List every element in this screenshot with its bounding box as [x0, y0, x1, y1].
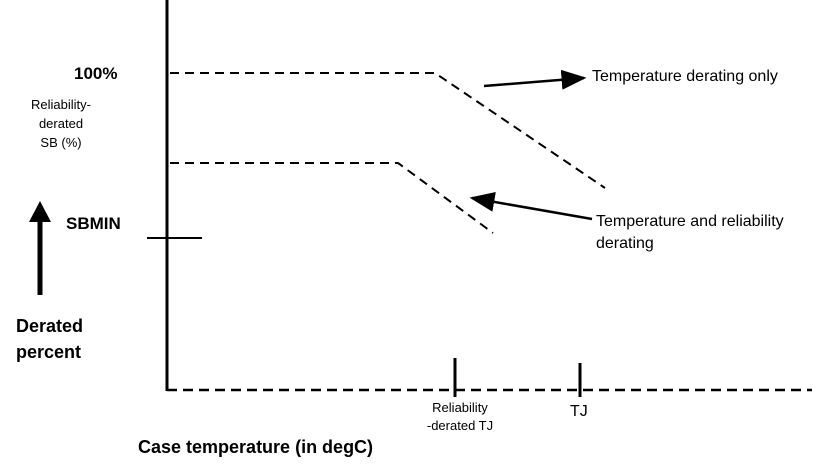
- x-axis-title: Case temperature (in degC): [138, 437, 374, 457]
- derated-percent-label: Derated percent: [16, 313, 83, 365]
- sbmin-label: SBMIN: [66, 214, 121, 233]
- reliability-tj-label-line-2: -derated TJ: [426, 418, 494, 433]
- reliability-tj-label: Reliability -derated TJ: [410, 399, 510, 435]
- temperature-derating-curve: [170, 72, 606, 189]
- temperature-only-callout-arrow: [483, 69, 587, 90]
- derated-percent-line-1: Derated: [16, 316, 84, 336]
- temperature-reliability-callout-label: Temperature and reliability derating: [596, 211, 784, 255]
- top-percent-label: 100%: [74, 64, 118, 83]
- derated-percent-line-2: percent: [16, 342, 82, 362]
- y-axis-side-label-line-2: derated: [38, 116, 84, 131]
- temperature-reliability-callout-arrow: [469, 192, 593, 221]
- temperature-reliability-callout-line-1: Temperature and reliability: [596, 213, 784, 230]
- y-axis-side-label-line-1: Reliability-: [31, 97, 91, 112]
- y-axis-side-label: Reliability- derated SB (%): [16, 95, 106, 152]
- temperature-reliability-derating-curve: [170, 162, 494, 234]
- tj-label: TJ: [570, 403, 588, 420]
- temperature-reliability-callout-line-2: derating: [596, 235, 654, 252]
- reliability-tj-label-line-1: Reliability: [432, 400, 488, 415]
- y-axis-side-label-line-3: SB (%): [40, 135, 82, 150]
- temperature-only-callout-label: Temperature derating only: [592, 68, 778, 85]
- up-arrow-head: [29, 201, 51, 222]
